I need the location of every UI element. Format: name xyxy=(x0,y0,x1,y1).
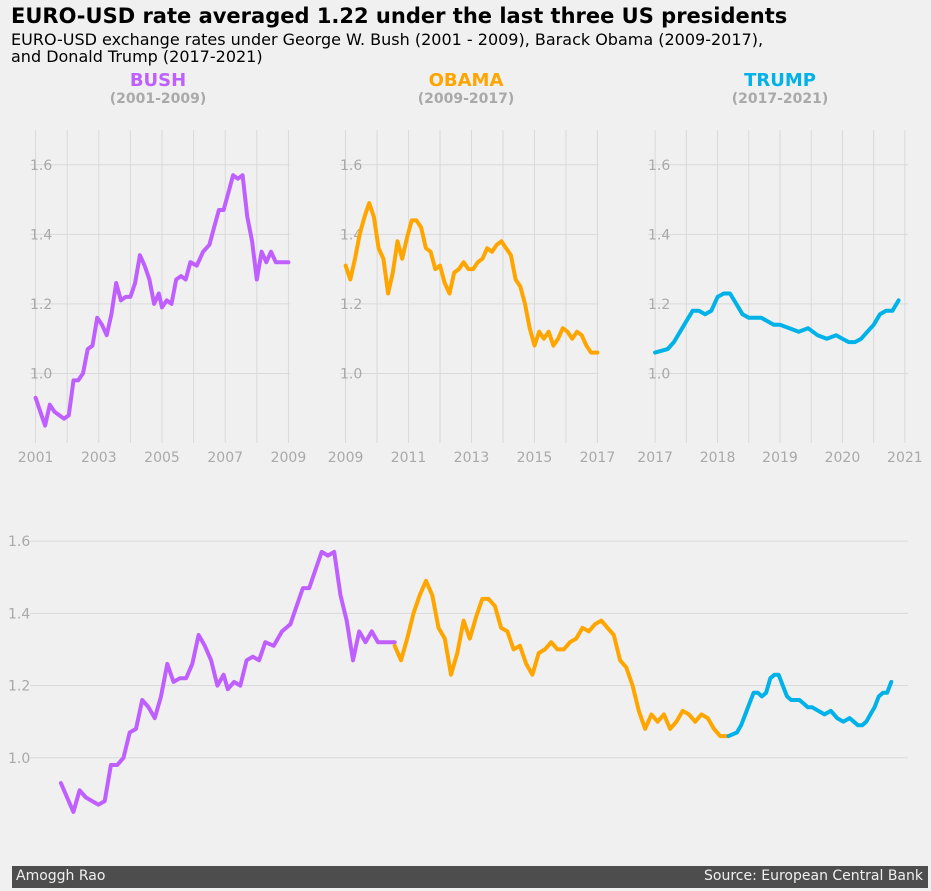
footer-author: Amoggh Rao xyxy=(16,868,106,884)
y-tick-label: 1.2 xyxy=(8,679,30,695)
y-tick-label: 1.0 xyxy=(340,366,362,382)
series-line-obama xyxy=(343,201,600,355)
x-tick-label: 2011 xyxy=(391,450,427,466)
x-tick-label: 2005 xyxy=(144,450,180,466)
combined-series-line-trump xyxy=(726,672,894,739)
panel-period-label: (2009-2017) xyxy=(418,91,515,107)
y-tick-label: 1.4 xyxy=(30,227,52,243)
series-line-bush xyxy=(33,173,291,428)
y-tick-label: 1.6 xyxy=(8,534,30,550)
x-tick-label: 2001 xyxy=(18,450,54,466)
y-tick-label: 1.4 xyxy=(648,227,670,243)
panel-period-label: (2017-2021) xyxy=(732,91,829,107)
x-tick-label: 2015 xyxy=(517,450,553,466)
chart-subtitle-line-2: and Donald Trump (2017-2021) xyxy=(11,47,263,66)
y-tick-label: 1.0 xyxy=(30,366,52,382)
y-tick-label: 1.2 xyxy=(648,297,670,313)
chart-subtitle-line-1: EURO-USD exchange rates under George W. … xyxy=(11,30,764,49)
x-tick-label: 2007 xyxy=(207,450,243,466)
combined-series-line-bush xyxy=(58,549,397,814)
panel-period-label: (2001-2009) xyxy=(110,91,207,107)
chart-title: EURO-USD rate averaged 1.22 under the la… xyxy=(11,4,788,28)
y-tick-label: 1.2 xyxy=(340,297,362,313)
series-line-trump xyxy=(653,291,901,355)
combined-series-line-obama xyxy=(392,578,731,739)
x-tick-label: 2021 xyxy=(887,450,923,466)
x-tick-label: 2018 xyxy=(700,450,736,466)
x-tick-label: 2009 xyxy=(328,450,364,466)
x-tick-label: 2019 xyxy=(762,450,798,466)
x-tick-label: 2017 xyxy=(637,450,673,466)
x-tick-label: 2013 xyxy=(454,450,490,466)
x-tick-label: 2003 xyxy=(81,450,117,466)
panel-president-label: TRUMP xyxy=(744,70,816,91)
y-tick-label: 1.6 xyxy=(340,158,362,174)
y-tick-label: 1.6 xyxy=(648,158,670,174)
footer-source: Source: European Central Bank xyxy=(704,868,923,884)
footer-bar: Amoggh Rao Source: European Central Bank xyxy=(12,866,928,888)
y-tick-label: 1.2 xyxy=(30,297,52,313)
x-tick-label: 2017 xyxy=(580,450,616,466)
x-tick-label: 2009 xyxy=(271,450,307,466)
y-tick-label: 1.4 xyxy=(8,606,30,622)
x-tick-label: 2020 xyxy=(825,450,861,466)
panel-president-label: OBAMA xyxy=(429,70,504,91)
panel-president-label: BUSH xyxy=(130,70,186,91)
y-tick-label: 1.0 xyxy=(648,366,670,382)
y-tick-label: 1.6 xyxy=(30,158,52,174)
y-tick-label: 1.0 xyxy=(8,751,30,767)
